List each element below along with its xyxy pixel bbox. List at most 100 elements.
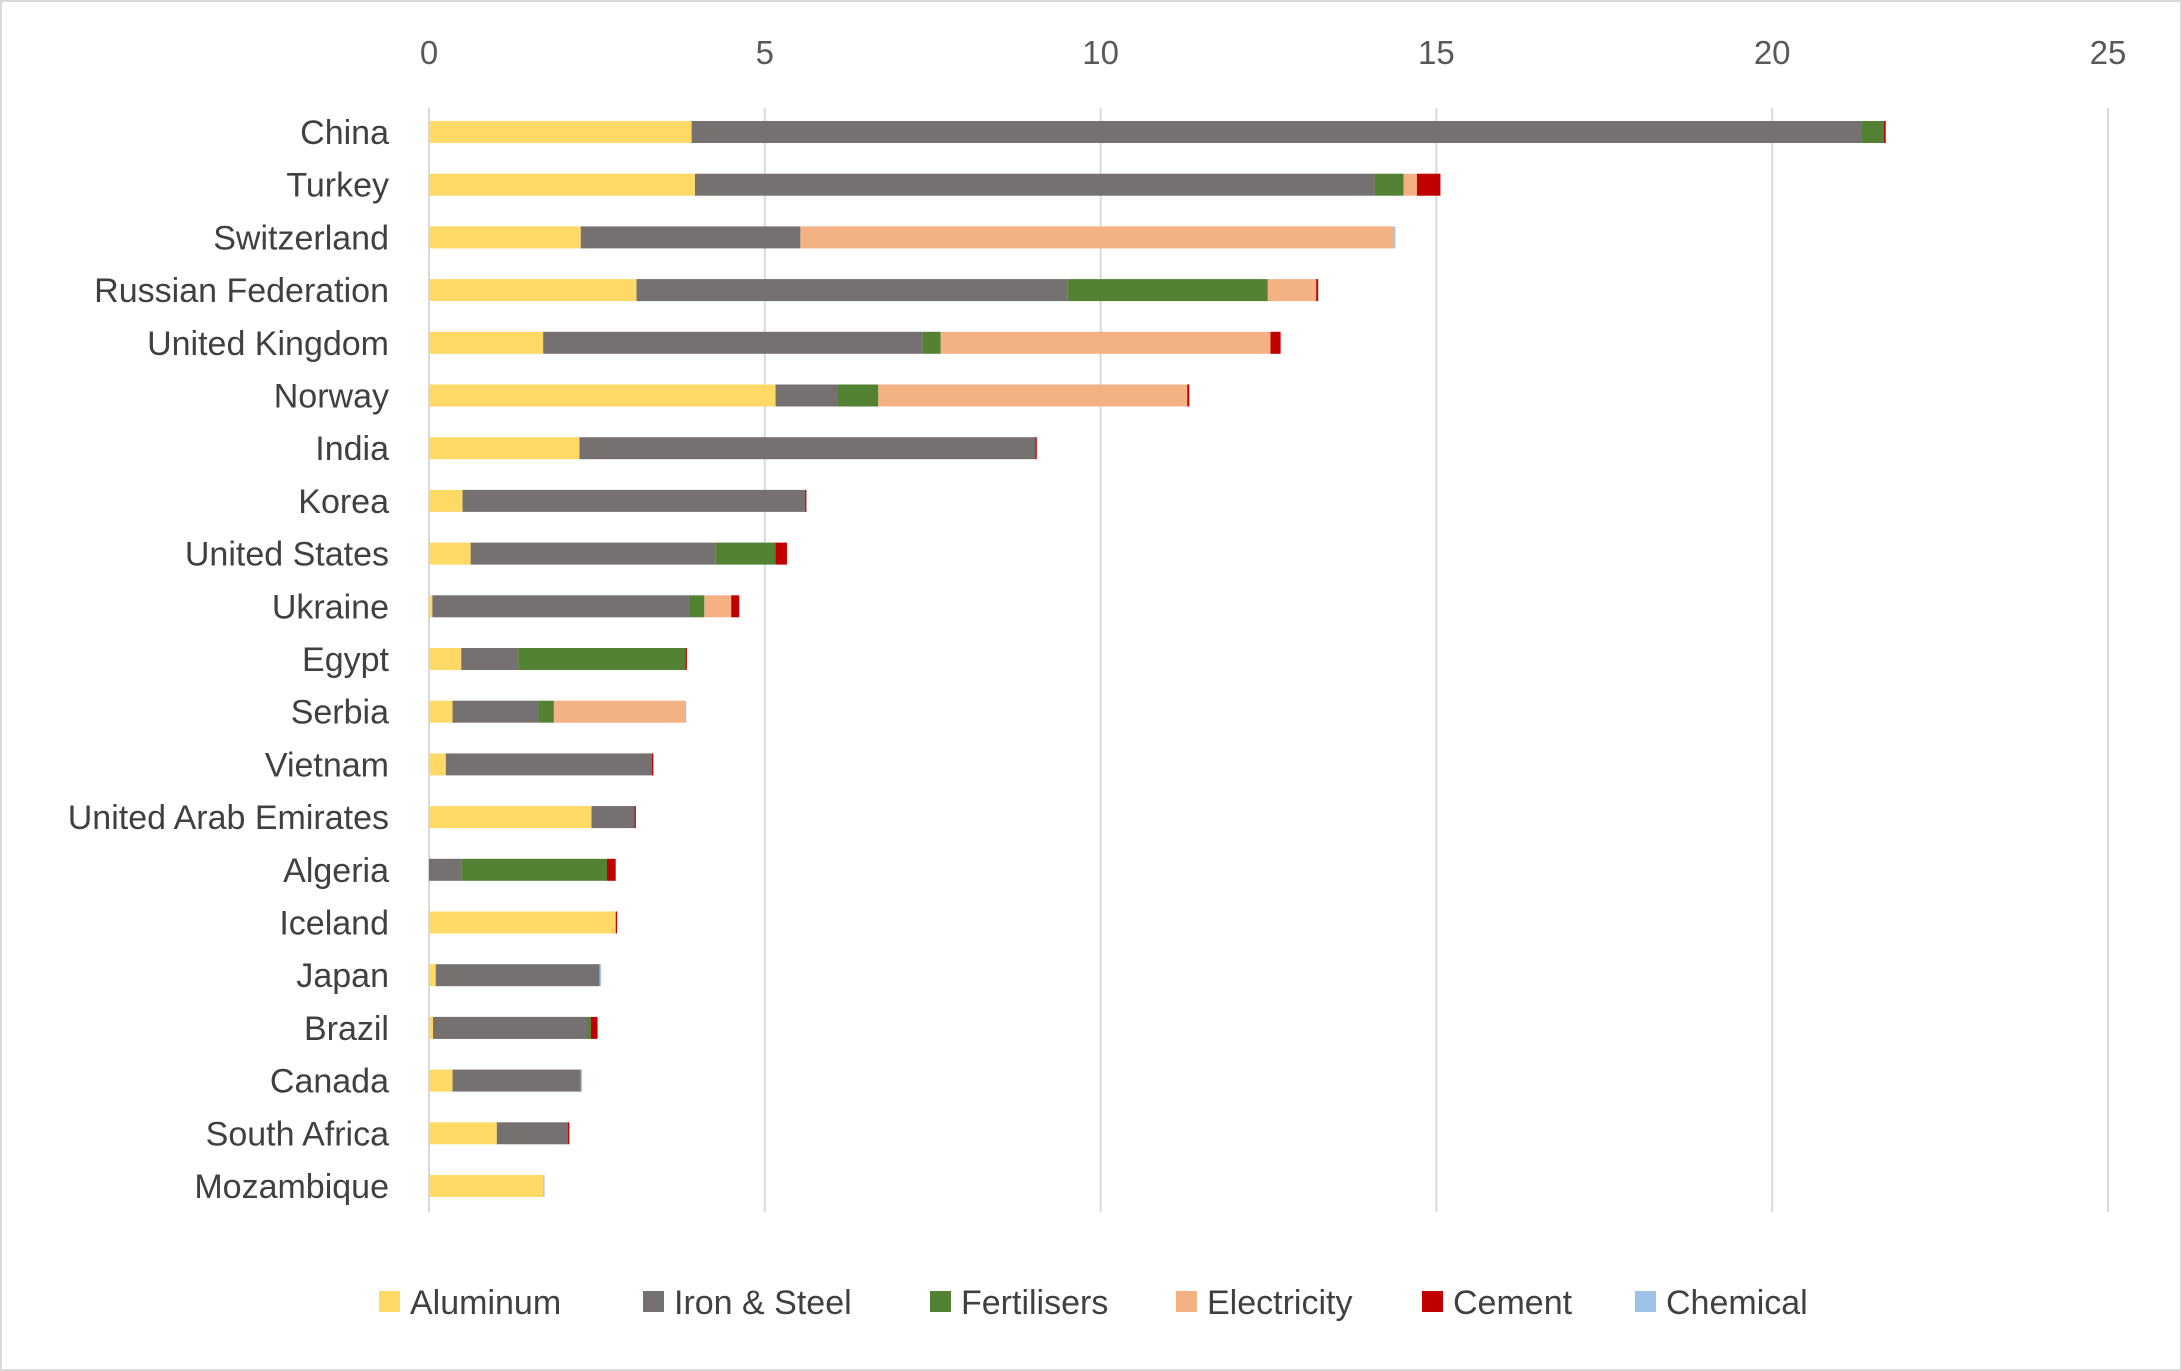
bar-segment-fertilisers	[1067, 279, 1268, 302]
legend-swatch	[1635, 1291, 1656, 1312]
bar-segment-cement	[1270, 331, 1281, 354]
bar-segment-iron-steel	[470, 542, 716, 565]
category-label: Vietnam	[265, 746, 389, 784]
bar-segment-chemical	[543, 1175, 545, 1197]
category-label: United States	[185, 536, 389, 574]
bar-segment-iron-steel	[691, 121, 1862, 143]
bar-segment-cement	[805, 489, 807, 512]
category-label: Turkey	[286, 167, 389, 205]
bar-segment-iron-steel	[496, 1122, 569, 1145]
bar-segment-cement	[634, 806, 636, 829]
category-label: Iceland	[279, 905, 389, 943]
bar-segment-cement	[590, 1016, 598, 1039]
bar-segment-electricity	[878, 384, 1188, 407]
category-label: China	[300, 114, 389, 152]
bar-segment-iron-steel	[445, 753, 652, 776]
category-label: Egypt	[302, 641, 389, 679]
bar-segment-iron-steel	[461, 648, 519, 670]
bar-segment-fertilisers	[461, 858, 607, 881]
bar-segment-aluminum	[429, 173, 695, 196]
category-label: Serbia	[291, 694, 389, 732]
legend-label: Aluminum	[410, 1284, 561, 1322]
category-labels: China Turkey Switzerland Russian Federation…	[68, 114, 390, 1206]
category-label: Brazil	[304, 1010, 389, 1048]
bar-segment-iron-steel	[591, 806, 635, 829]
category-label: Switzerland	[213, 219, 389, 257]
category-label: Mozambique	[194, 1168, 389, 1206]
bar-segment-aluminum	[429, 279, 637, 302]
bar-segment-aluminum	[429, 753, 446, 776]
bar-segment-cement	[775, 542, 787, 565]
legend-label: Chemical	[1666, 1284, 1808, 1322]
category-label: Algeria	[283, 852, 389, 890]
bar-segment-aluminum	[429, 700, 453, 723]
bar-segment-aluminum	[429, 648, 462, 670]
legend-swatch	[1422, 1291, 1443, 1312]
legend: Aluminum Iron & Steel Fertilisers Electrici…	[379, 1284, 1808, 1322]
x-tick-label: 0	[420, 34, 438, 71]
bar-segment-aluminum	[429, 964, 436, 987]
bar-segment-aluminum	[429, 595, 433, 618]
bar-segment-fertilisers	[922, 331, 941, 354]
bar-segment-aluminum	[429, 384, 776, 407]
bar-segment-cement	[615, 911, 618, 934]
bar-segment-iron-steel	[452, 700, 539, 723]
bar-segment-aluminum	[429, 121, 692, 143]
category-label: Russian Federation	[94, 272, 389, 310]
legend-label: Electricity	[1207, 1284, 1352, 1322]
bar-segment-chemical	[1394, 226, 1396, 249]
bars	[429, 121, 1886, 1197]
category-label: India	[315, 430, 389, 468]
category-label: United Arab Emirates	[68, 799, 389, 837]
legend-swatch	[643, 1291, 664, 1312]
bar-segment-iron-steel	[580, 226, 801, 249]
bar-segment-chemical	[580, 1069, 583, 1092]
bar-segment-iron-steel	[429, 858, 462, 881]
x-tick-label: 20	[1754, 34, 1791, 71]
legend-label: Iron & Steel	[674, 1284, 852, 1322]
bar-segment-aluminum	[429, 226, 581, 249]
bar-segment-cement	[1316, 279, 1319, 302]
bar-segment-fertilisers	[1861, 121, 1884, 143]
bar-segment-cement	[651, 753, 654, 776]
bar-segment-aluminum	[429, 542, 471, 565]
bar-segment-fertilisers	[538, 700, 554, 723]
bar-segment-cement	[1035, 437, 1037, 460]
bar-segment-iron-steel	[775, 384, 839, 407]
category-label: Norway	[274, 378, 389, 416]
bar-segment-fertilisers	[587, 1016, 591, 1039]
category-label: Canada	[270, 1063, 389, 1101]
category-label: Ukraine	[272, 588, 389, 626]
bar-segment-fertilisers	[1374, 173, 1404, 196]
bar-segment-iron-steel	[579, 437, 1036, 460]
bar-segment-chemical	[684, 700, 687, 723]
bar-segment-iron-steel	[462, 489, 806, 512]
bar-segment-aluminum	[429, 437, 580, 460]
bar-segment-electricity	[1267, 279, 1317, 302]
x-tick-label: 10	[1082, 34, 1119, 71]
x-axis-ticks: 0 5 10 15 20 25	[420, 34, 2127, 71]
bar-segment-cement	[1187, 384, 1190, 407]
bar-segment-electricity	[553, 700, 685, 723]
bar-segment-cement	[731, 595, 740, 618]
bar-segment-iron-steel	[452, 1069, 581, 1092]
bar-segment-cement	[1883, 121, 1886, 143]
bar-segment-fertilisers	[715, 542, 776, 565]
bar-segment-aluminum	[429, 331, 544, 354]
bar-segment-chemical	[599, 964, 601, 987]
bar-segment-cement	[568, 1122, 570, 1145]
bar-segment-iron-steel	[433, 1016, 588, 1039]
x-tick-label: 25	[2090, 34, 2127, 71]
bar-segment-iron-steel	[432, 595, 689, 618]
bar-segment-cement	[606, 858, 616, 881]
legend-swatch	[1176, 1291, 1197, 1312]
bar-segment-iron-steel	[543, 331, 923, 354]
bar-segment-aluminum	[429, 806, 592, 829]
category-label: Japan	[296, 957, 389, 995]
bar-segment-cement	[1416, 173, 1441, 196]
bar-segment-aluminum	[429, 1175, 544, 1197]
bar-segment-aluminum	[429, 1016, 434, 1039]
bar-segment-iron-steel	[694, 173, 1375, 196]
bar-segment-electricity	[940, 331, 1271, 354]
